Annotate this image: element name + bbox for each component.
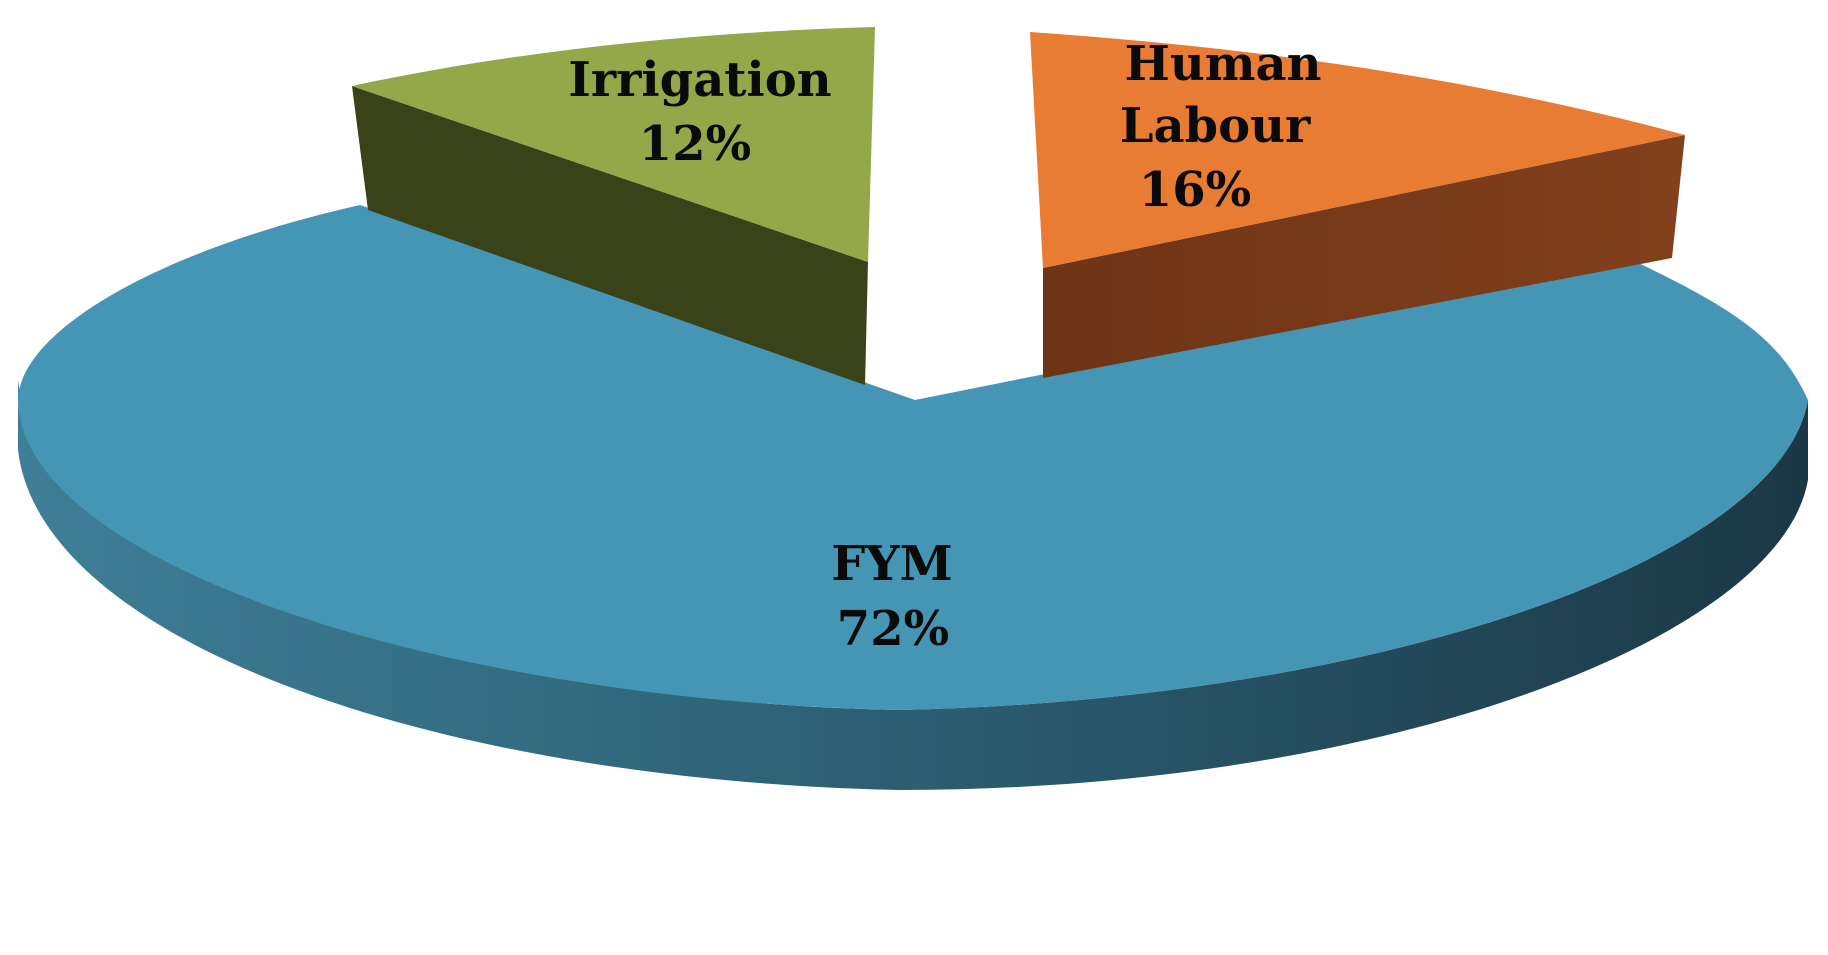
label-irrigation-percent: 12% xyxy=(639,116,751,172)
label-fym-name: FYM xyxy=(831,536,952,592)
slice-human-labour-side xyxy=(1043,135,1685,378)
slice-fym-side xyxy=(18,380,1808,790)
slice-fym xyxy=(18,205,1808,790)
label-human-labour-line2: Labour xyxy=(1120,98,1311,154)
label-irrigation-name: Irrigation xyxy=(568,52,831,108)
label-human-labour-percent: 16% xyxy=(1139,162,1251,218)
slice-human-labour xyxy=(1030,32,1685,378)
label-fym-percent: 72% xyxy=(837,601,949,657)
slice-human-labour-top xyxy=(1030,32,1685,268)
slice-irrigation xyxy=(352,27,875,385)
label-human-labour-line1: Human xyxy=(1124,36,1321,92)
slice-irrigation-side xyxy=(352,86,868,385)
slice-irrigation-top xyxy=(352,27,875,262)
slice-fym-top xyxy=(18,205,1808,710)
